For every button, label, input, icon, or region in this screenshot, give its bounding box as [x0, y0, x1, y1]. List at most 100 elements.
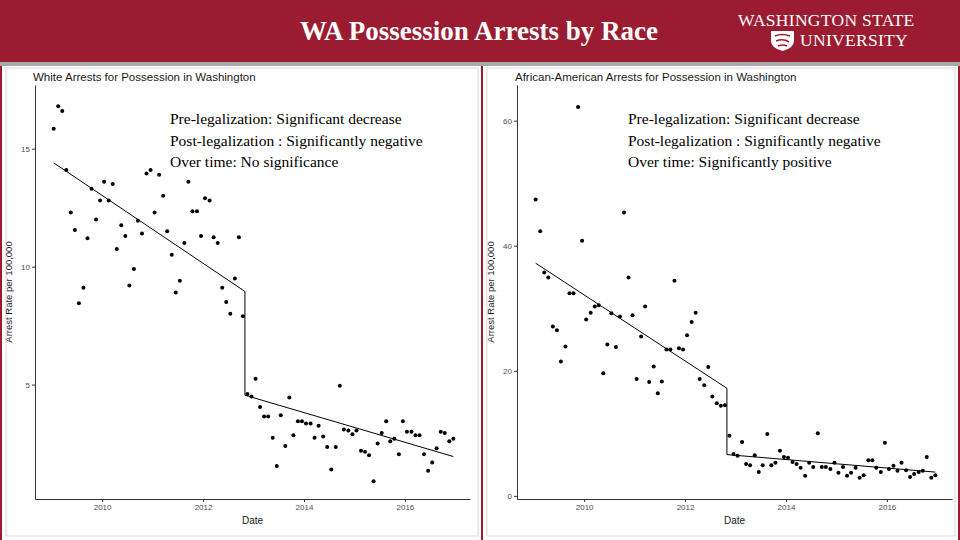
- point: [321, 434, 325, 438]
- annotations: Pre-legalization: Significant decreasePo…: [170, 110, 423, 170]
- chart-panel: [487, 68, 955, 536]
- y-tick-mark: [32, 149, 35, 150]
- point: [685, 333, 689, 337]
- y-axis-line: [35, 86, 36, 500]
- point: [584, 318, 588, 322]
- point: [254, 377, 258, 381]
- x-axis: 2010 2012 2014 2016: [518, 499, 953, 512]
- point: [622, 211, 626, 215]
- logo-shield: [771, 31, 794, 51]
- point: [782, 455, 786, 459]
- point: [317, 424, 321, 428]
- y-tick: 60: [503, 117, 517, 126]
- slide-edge: [958, 66, 960, 540]
- annotation: Pre-legalization: Significant decrease: [170, 110, 402, 127]
- point: [652, 364, 656, 368]
- y-tick: 5: [26, 381, 35, 390]
- y-axis-title: Arrest Rate per 100,000: [3, 241, 14, 342]
- point: [567, 291, 571, 295]
- point: [773, 461, 777, 465]
- point: [170, 253, 174, 257]
- point: [182, 241, 186, 245]
- x-axis: 2010201220142016: [36, 499, 471, 512]
- point: [451, 437, 455, 441]
- point: [334, 445, 338, 449]
- point: [635, 377, 639, 381]
- point: [275, 464, 279, 468]
- y-axis: 51015: [21, 86, 35, 500]
- point: [546, 276, 550, 280]
- point: [744, 462, 748, 466]
- point: [401, 419, 405, 423]
- y-tick: 0: [508, 492, 517, 501]
- plot-area: [534, 105, 938, 480]
- x-tick-mark: [584, 499, 585, 502]
- x-tick: 2016: [879, 499, 897, 512]
- point: [849, 471, 853, 475]
- point: [203, 196, 207, 200]
- point: [614, 345, 618, 349]
- point: [672, 279, 676, 283]
- point: [710, 394, 714, 398]
- point: [98, 199, 102, 203]
- point: [845, 474, 849, 478]
- point: [388, 439, 392, 443]
- point: [77, 301, 81, 305]
- point: [228, 312, 232, 316]
- point: [828, 467, 832, 471]
- y-tick: 10: [21, 263, 35, 272]
- x-tick-label: 2012: [195, 503, 213, 512]
- fit-line: [54, 163, 454, 457]
- point: [816, 431, 820, 435]
- point: [283, 444, 287, 448]
- point: [426, 469, 430, 473]
- point: [824, 465, 828, 469]
- x-tick: 2014: [778, 499, 796, 512]
- point: [748, 463, 752, 467]
- point: [354, 429, 358, 433]
- chart-title: White Arrests for Possession in Washingt…: [33, 71, 256, 83]
- annotation: Over time: No significance: [170, 153, 338, 170]
- point: [161, 194, 165, 198]
- point: [212, 235, 216, 239]
- chart-panel: [6, 68, 478, 536]
- point: [376, 442, 380, 446]
- point: [702, 383, 706, 387]
- point: [820, 465, 824, 469]
- point: [698, 377, 702, 381]
- point: [563, 344, 567, 348]
- point: [367, 453, 371, 457]
- point: [900, 461, 904, 465]
- x-tick-label: 2010: [576, 503, 594, 512]
- point: [769, 463, 773, 467]
- x-tick: 2012: [677, 499, 695, 512]
- x-tick-mark: [786, 499, 787, 502]
- point: [778, 449, 782, 453]
- fit-line: [536, 263, 936, 472]
- annotation: Over time: Significantly positive: [628, 153, 832, 170]
- point: [580, 239, 584, 243]
- point: [94, 217, 98, 221]
- point: [572, 291, 576, 295]
- point: [300, 419, 304, 423]
- point: [309, 422, 313, 426]
- point: [115, 247, 119, 251]
- header-rule: [0, 62, 960, 66]
- chart: 201020122014201651015White Arrests for P…: [3, 68, 478, 536]
- x-tick-mark: [203, 499, 204, 502]
- y-axis-line: [517, 86, 518, 500]
- point: [841, 465, 845, 469]
- point: [740, 440, 744, 444]
- point: [677, 346, 681, 350]
- point: [216, 241, 220, 245]
- point: [555, 328, 559, 332]
- point: [559, 359, 563, 363]
- point: [929, 476, 933, 480]
- y-tick-label: 40: [503, 242, 512, 251]
- point: [123, 234, 127, 238]
- point: [132, 267, 136, 271]
- x-tick: 2012: [195, 499, 213, 512]
- point: [397, 452, 401, 456]
- point: [836, 471, 840, 475]
- point: [153, 210, 157, 214]
